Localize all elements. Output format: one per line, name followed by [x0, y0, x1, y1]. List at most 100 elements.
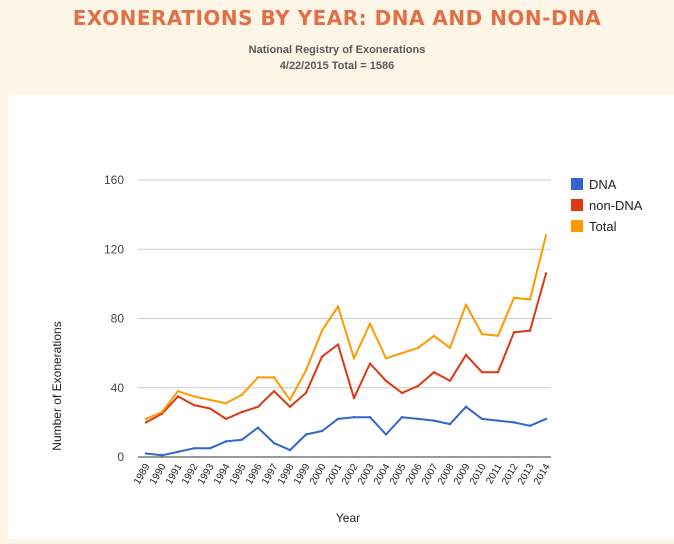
data-point	[192, 403, 196, 407]
data-point	[512, 331, 516, 334]
data-point	[304, 391, 308, 395]
page-title: EXONERATIONS BY YEAR: DNA AND NON-DNA	[72, 6, 602, 30]
data-point	[368, 415, 372, 419]
x-axis-title: Year	[336, 511, 360, 525]
data-point	[464, 303, 468, 306]
y-tick-label: 80	[111, 312, 125, 326]
data-point	[368, 362, 372, 365]
data-point	[320, 355, 324, 358]
data-point	[336, 343, 340, 346]
data-point	[256, 405, 260, 408]
y-tick-label: 120	[104, 242, 124, 256]
data-point	[256, 376, 260, 379]
data-point	[208, 398, 212, 402]
y-tick-label: 0	[117, 450, 124, 464]
series-line-non-dna	[145, 273, 547, 424]
data-point	[528, 298, 532, 301]
data-point	[432, 419, 436, 422]
data-point	[384, 379, 388, 383]
y-tick-label: 40	[111, 381, 125, 395]
data-point	[416, 384, 420, 388]
data-point	[240, 438, 244, 441]
data-point	[160, 454, 164, 457]
data-point	[352, 396, 356, 400]
data-point	[448, 422, 452, 426]
data-point	[224, 402, 228, 405]
data-point	[272, 390, 276, 393]
source-subtitle: National Registry of Exonerations	[248, 44, 426, 56]
legend-label: non-DNA	[589, 198, 643, 213]
x-tick-label: 2010	[468, 462, 489, 487]
legend-swatch	[571, 199, 583, 211]
data-point	[432, 334, 436, 338]
data-point	[320, 429, 324, 433]
data-point	[176, 395, 180, 398]
data-point	[352, 415, 356, 419]
data-point	[352, 357, 356, 360]
data-point	[448, 346, 452, 350]
series-lines	[144, 234, 548, 457]
data-point	[256, 426, 260, 429]
data-point	[208, 447, 212, 450]
y-axis-title: Number of Exonerations	[50, 321, 64, 450]
data-point	[496, 419, 500, 422]
data-point	[144, 417, 148, 421]
data-point	[240, 393, 244, 396]
data-point	[384, 433, 388, 436]
date-total-subtitle: 4/22/2015 Total = 1586	[279, 60, 395, 72]
data-point	[336, 417, 340, 421]
data-point	[480, 370, 484, 374]
data-point	[304, 433, 308, 436]
x-axis-ticks: 1989199019911992199319941995199619971998…	[132, 462, 553, 487]
y-tick-label: 160	[104, 173, 124, 187]
data-point	[432, 370, 436, 374]
data-point	[512, 296, 516, 299]
series-line-dna	[145, 405, 547, 457]
chart-panel: 0 40 80 120 160 1989 1990 1991 1992 1993 1994 1995…	[8, 95, 674, 539]
data-point	[464, 405, 468, 408]
data-point	[224, 417, 228, 421]
series-line-total	[145, 235, 547, 420]
legend-swatch	[571, 220, 583, 232]
data-point	[192, 447, 196, 450]
data-point	[448, 379, 452, 383]
y-axis-ticks: 0 40 80 120 160	[104, 173, 124, 464]
data-point	[320, 329, 324, 332]
data-point	[480, 332, 484, 336]
data-point	[368, 322, 372, 325]
data-point	[272, 376, 276, 379]
data-point	[144, 452, 148, 455]
data-point	[496, 334, 500, 338]
data-point	[416, 417, 420, 421]
data-point	[400, 415, 404, 419]
data-point	[336, 305, 340, 308]
data-point	[176, 390, 180, 393]
data-point	[224, 440, 228, 443]
data-point	[416, 346, 420, 350]
data-point	[160, 410, 164, 414]
data-point	[528, 424, 532, 428]
legend-label: DNA	[589, 177, 617, 192]
data-point	[144, 421, 148, 424]
data-point	[288, 448, 292, 452]
legend-label: Total	[589, 219, 617, 234]
data-point	[512, 421, 516, 424]
x-tick-label: 2014	[532, 462, 553, 487]
data-point	[304, 369, 308, 372]
data-point	[192, 395, 196, 398]
data-point	[496, 370, 500, 374]
data-point	[544, 417, 548, 421]
data-point	[544, 272, 548, 275]
data-point	[384, 357, 388, 360]
data-point	[208, 407, 212, 410]
line-chart: 0 40 80 120 160 1989199019911992199319941995…	[50, 173, 643, 525]
data-point	[464, 353, 468, 357]
data-point	[176, 450, 180, 454]
data-point	[528, 329, 532, 332]
data-point	[288, 405, 292, 408]
gridlines	[138, 179, 551, 458]
data-point	[544, 234, 548, 237]
data-point	[400, 351, 404, 355]
legend-swatch	[571, 178, 583, 190]
data-point	[288, 398, 292, 402]
